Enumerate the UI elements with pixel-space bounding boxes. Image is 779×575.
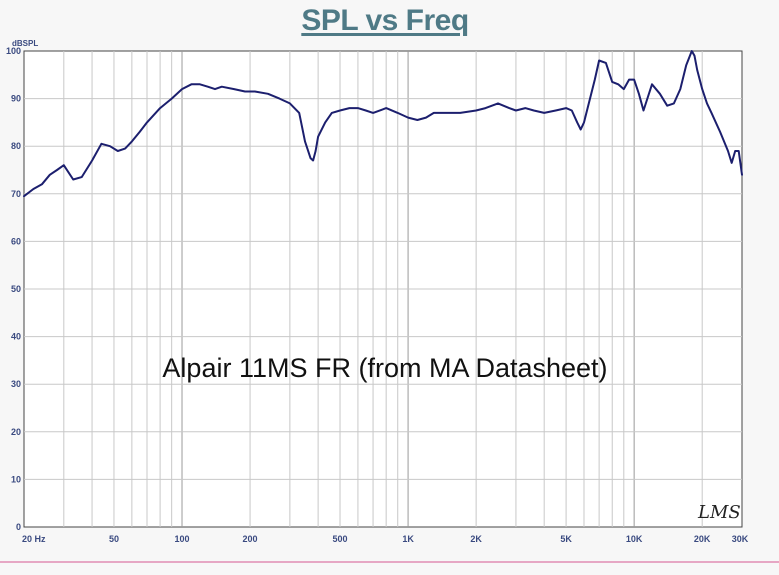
chart-annotation: Alpair 11MS FR (from MA Datasheet) bbox=[162, 353, 607, 383]
x-tick-label: 5K bbox=[560, 534, 572, 544]
x-tick-label: 20 Hz bbox=[22, 534, 46, 544]
bottom-accent-line bbox=[0, 561, 779, 563]
x-tick-label: 30K bbox=[732, 534, 749, 544]
y-axis-label: dBSPL bbox=[12, 39, 38, 48]
x-tick-label: 1K bbox=[402, 534, 414, 544]
y-tick-label: 0 bbox=[16, 522, 21, 532]
series-layer bbox=[23, 50, 743, 198]
signature-mark: LMS bbox=[697, 502, 741, 523]
x-tick-label: 20K bbox=[694, 534, 711, 544]
y-tick-label: 10 bbox=[11, 474, 21, 484]
y-tick-label: 50 bbox=[11, 284, 21, 294]
x-tick-label: 200 bbox=[243, 534, 258, 544]
x-tick-label: 50 bbox=[109, 534, 119, 544]
series-line bbox=[23, 50, 743, 198]
y-tick-label: 40 bbox=[11, 332, 21, 342]
x-tick-label: 2K bbox=[470, 534, 482, 544]
y-tick-label: 100 bbox=[6, 46, 21, 56]
y-tick-label: 70 bbox=[11, 189, 21, 199]
y-tick-label: 60 bbox=[11, 236, 21, 246]
x-tick-label: 10K bbox=[626, 534, 643, 544]
y-tick-label: 30 bbox=[11, 379, 21, 389]
x-tick-label: 100 bbox=[174, 534, 189, 544]
chart-title: SPL vs Freq bbox=[301, 4, 469, 37]
y-tick-label: 90 bbox=[11, 94, 21, 104]
y-tick-label: 80 bbox=[11, 141, 21, 151]
axis-ticks: 0 10 20 30 40 50 60 70 80 90 100 20 Hz 50 100 200 500 1K… bbox=[6, 46, 749, 544]
grid-lines bbox=[24, 51, 742, 527]
x-tick-label: 500 bbox=[333, 534, 348, 544]
y-tick-label: 20 bbox=[11, 427, 21, 437]
